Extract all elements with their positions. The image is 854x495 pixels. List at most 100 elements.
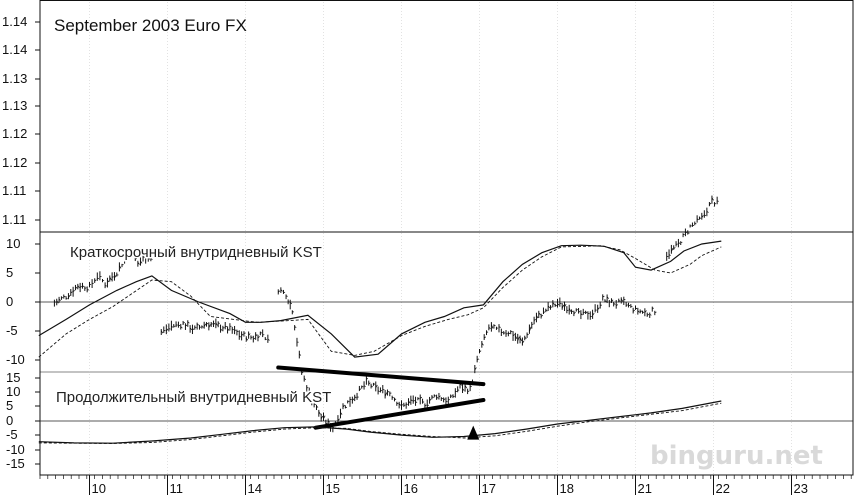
- price-bar-close: [299, 353, 302, 356]
- price-bar-close: [68, 295, 71, 298]
- price-bar-close: [135, 258, 137, 260]
- price-bar-close: [701, 215, 704, 218]
- price-bar-close: [75, 286, 78, 289]
- price-bar-close: [206, 322, 209, 325]
- price-bar-close: [352, 398, 355, 401]
- price-bar-close: [387, 391, 390, 393]
- price-bar-close: [533, 319, 536, 321]
- y-tick-label: -10: [6, 442, 25, 457]
- price-bar-close: [540, 314, 543, 317]
- price-bar-close: [694, 222, 697, 225]
- y-tick-label: 1.14: [2, 14, 27, 29]
- price-bar-close: [377, 390, 380, 393]
- price-bar-close: [140, 260, 143, 264]
- price-bar-close: [147, 257, 151, 260]
- price-bar-close: [239, 335, 242, 338]
- price-bar-close: [413, 400, 415, 402]
- price-bar-close: [58, 298, 61, 301]
- price-bar-close: [303, 378, 307, 381]
- price-bar-close: [213, 322, 216, 325]
- price-bar-close: [354, 396, 357, 399]
- axes-labels: 1.141.141.131.131.121.121.111.111050-5-1…: [2, 14, 852, 495]
- y-tick-label: 0: [6, 413, 13, 428]
- short-kst-label: Краткосрочный внутридневный KST: [70, 244, 322, 261]
- price-bar-close: [639, 310, 643, 313]
- chart-grid: [40, 2, 853, 475]
- price-bar-close: [308, 390, 312, 393]
- price-bar-close: [245, 338, 249, 341]
- y-tick-label: 5: [6, 398, 13, 413]
- long-kst-panel: [38, 400, 722, 444]
- price-bar-close: [585, 311, 588, 314]
- x-tick-label: 18: [560, 481, 574, 495]
- price-bar-close: [512, 334, 515, 337]
- y-tick-label: 15: [6, 370, 20, 385]
- price-bar-close: [182, 321, 185, 324]
- price-bar-close: [208, 324, 211, 328]
- x-tick-label: 22: [716, 481, 730, 495]
- x-tick-label: 11: [170, 481, 184, 495]
- price-bar-close: [644, 310, 647, 313]
- price-bar-close: [301, 371, 304, 374]
- price-bar-close: [519, 337, 523, 342]
- price-bar-close: [408, 400, 411, 404]
- price-bar-close: [318, 411, 321, 415]
- x-tick-label: 14: [248, 481, 262, 495]
- price-bar-close: [111, 276, 114, 278]
- price-bar-close: [498, 326, 501, 328]
- price-bar-close: [337, 418, 340, 421]
- price-bar-close: [538, 312, 541, 316]
- price-bar-close: [481, 342, 484, 346]
- price-bar-close: [618, 300, 621, 302]
- price-bar-close: [94, 279, 97, 282]
- price-bar-close: [192, 328, 195, 331]
- price-bar-close: [431, 396, 434, 399]
- price-bar-close: [173, 325, 176, 328]
- price-bar-close: [637, 310, 640, 313]
- y-tick-label: -5: [6, 427, 18, 442]
- price-bar-close: [280, 289, 283, 292]
- price-panel: [53, 195, 719, 433]
- price-bar-close: [109, 277, 112, 281]
- price-bar-close: [479, 350, 482, 353]
- price-bar-close: [342, 404, 345, 408]
- price-bar-close: [545, 309, 548, 312]
- price-bar-close: [613, 302, 616, 305]
- price-bar-close: [56, 300, 59, 304]
- price-bar-close: [709, 202, 712, 205]
- price-bar-close: [306, 387, 309, 389]
- price-bar-close: [168, 328, 171, 330]
- price-bar-close: [573, 311, 576, 315]
- price-bar-close: [467, 390, 470, 392]
- price-bar-close: [277, 290, 281, 293]
- y-tick-label: 10: [6, 236, 20, 251]
- long-kst-label: Продолжительный внутридневный KST: [56, 389, 331, 406]
- y-tick-label: -15: [6, 456, 25, 471]
- price-bar-close: [602, 295, 605, 298]
- price-bar-close: [294, 326, 297, 328]
- price-bar-close: [491, 324, 494, 329]
- price-bar-close: [325, 422, 328, 425]
- price-bar-close: [171, 326, 174, 328]
- price-bar-close: [410, 399, 413, 402]
- price-bar-close: [561, 304, 565, 309]
- price-bar-close: [323, 415, 326, 419]
- price-bar-close: [450, 395, 453, 398]
- price-bar-close: [438, 395, 441, 398]
- x-tick-label: 23: [794, 481, 808, 495]
- price-bar-close: [370, 385, 373, 388]
- plot-border: [39, 0, 854, 476]
- price-bar-close: [396, 402, 399, 405]
- triangle-upper-line: [276, 365, 486, 387]
- long-kst-dashed-line: [38, 402, 722, 444]
- price-bar-close: [696, 218, 699, 221]
- price-bar-close: [253, 337, 256, 340]
- y-tick-label: 0: [6, 294, 13, 309]
- price-bar-close: [646, 313, 650, 316]
- price-bar-close: [137, 262, 140, 265]
- x-tick-label: 16: [404, 481, 418, 495]
- price-bar-close: [611, 299, 614, 302]
- y-tick-label: 1.13: [2, 98, 27, 113]
- y-tick-label: 1.13: [2, 71, 27, 86]
